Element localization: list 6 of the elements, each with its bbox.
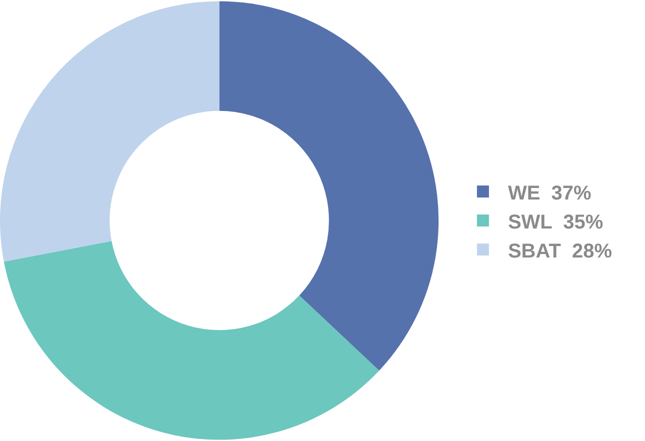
legend-label: WE 37%	[508, 182, 592, 204]
donut-slice	[4, 241, 380, 440]
donut-slice	[219, 1, 439, 371]
donut-slice	[0, 1, 220, 262]
legend-label: SBAT 28%	[508, 240, 612, 262]
legend-label: SWL 35%	[508, 211, 604, 234]
